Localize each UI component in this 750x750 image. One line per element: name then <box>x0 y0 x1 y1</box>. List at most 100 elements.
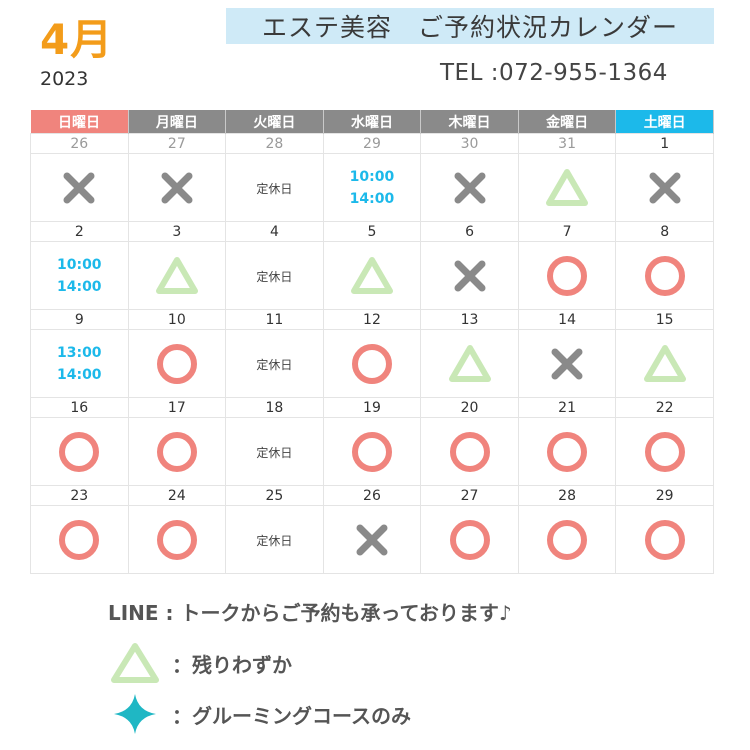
weekday-wednesday: 水曜日 <box>323 110 422 134</box>
date-status-cell <box>322 241 422 310</box>
triangle-icon <box>546 168 589 206</box>
date-status-cell <box>420 505 519 574</box>
circle-icon <box>644 431 685 472</box>
date-status-cell <box>322 505 422 574</box>
date-status-cell <box>420 329 519 398</box>
date-number: 25 <box>225 485 324 506</box>
hours-line: 14:00 <box>349 190 395 207</box>
date-number: 9 <box>30 309 129 330</box>
circle-icon <box>644 255 685 296</box>
triangle-icon <box>448 344 491 382</box>
date-number: 29 <box>615 485 714 506</box>
date-status-cell <box>517 241 617 310</box>
weekday-sunday: 日曜日 <box>30 110 129 134</box>
year-label: 2023 <box>40 68 89 90</box>
date-number: 14 <box>517 309 617 330</box>
calendar-table: 日曜日 月曜日 火曜日 水曜日 木曜日 金曜日 土曜日 26 27 28 29 30 31… <box>30 110 714 574</box>
hours-line: 10:00 <box>56 256 102 273</box>
cross-icon <box>454 260 486 291</box>
date-status-cell <box>615 153 714 222</box>
date-number: 19 <box>322 397 422 418</box>
circle-icon <box>547 431 588 472</box>
weekday-friday: 金曜日 <box>518 110 617 134</box>
circle-icon <box>449 431 490 472</box>
circle-icon <box>351 431 392 472</box>
date-number: 28 <box>517 485 617 506</box>
date-status-cell <box>30 417 129 486</box>
date-number: 13 <box>420 309 519 330</box>
triangle-icon <box>643 344 686 382</box>
circle-icon <box>156 519 197 560</box>
hours-line: 14:00 <box>56 278 102 295</box>
legend-label-few-left: ：残りわずか <box>172 652 292 677</box>
cross-icon <box>454 172 486 203</box>
date-number: 20 <box>420 397 519 418</box>
date-number: 27 <box>420 485 519 506</box>
legend-row-few-left: ：残りわずか <box>110 641 292 685</box>
date-number: 16 <box>30 397 129 418</box>
weekday-header-row: 日曜日 月曜日 火曜日 水曜日 木曜日 金曜日 土曜日 <box>30 110 714 134</box>
line-booking-note: LINE : トークからご予約も承っております♪ <box>108 601 512 625</box>
month-heading: 4月 <box>40 15 114 64</box>
weekday-thursday: 木曜日 <box>420 110 519 134</box>
date-status-cell <box>127 417 227 486</box>
date-status-cell: 10:00 14:00 <box>30 241 129 310</box>
closed-day-label: 定休日 <box>256 534 293 548</box>
date-number: 26 <box>30 133 129 154</box>
date-status-cell: 定休日 <box>225 241 324 310</box>
date-number: 31 <box>517 133 617 154</box>
cross-icon <box>356 524 388 555</box>
date-status-cell <box>30 505 129 574</box>
available-hours: 10:00 14:00 <box>31 254 128 298</box>
circle-icon <box>59 519 100 560</box>
date-number: 10 <box>127 309 227 330</box>
tel-number: TEL :072-955-1364 <box>440 60 668 86</box>
date-number: 22 <box>615 397 714 418</box>
weekday-monday: 月曜日 <box>128 110 227 134</box>
date-status-cell <box>127 329 227 398</box>
date-number: 23 <box>30 485 129 506</box>
date-status-cell <box>420 417 519 486</box>
status-row: 13:00 14:00 定休日 <box>30 329 714 398</box>
triangle-icon <box>110 641 160 685</box>
date-number: 24 <box>127 485 227 506</box>
date-number: 1 <box>615 133 714 154</box>
date-status-cell: 定休日 <box>225 417 324 486</box>
date-number: 7 <box>517 221 617 242</box>
triangle-icon <box>350 256 393 294</box>
hours-line: 13:00 <box>56 344 102 361</box>
date-status-cell <box>615 241 714 310</box>
triangle-icon <box>155 256 198 294</box>
circle-icon <box>156 343 197 384</box>
date-number: 18 <box>225 397 324 418</box>
date-number: 28 <box>225 133 324 154</box>
date-number: 27 <box>127 133 227 154</box>
date-status-cell: 定休日 <box>225 329 324 398</box>
cross-icon <box>63 172 95 203</box>
date-number: 8 <box>615 221 714 242</box>
status-row: 定休日 <box>30 505 714 574</box>
date-status-cell <box>615 505 714 574</box>
date-number-row: 26 27 28 29 30 31 1 <box>30 133 714 154</box>
date-number-row: 16 17 18 19 20 21 22 <box>30 397 714 418</box>
date-number: 15 <box>615 309 714 330</box>
date-number: 3 <box>127 221 227 242</box>
date-status-cell <box>322 329 422 398</box>
date-number: 30 <box>420 133 519 154</box>
date-number: 12 <box>322 309 422 330</box>
date-status-cell <box>517 153 617 222</box>
date-number: 4 <box>225 221 324 242</box>
calendar-body: 26 27 28 29 30 31 1 定休日 10:00 14:00 2 3 4 5 6 7 8 10:00 14… <box>30 133 714 574</box>
date-status-cell <box>420 241 519 310</box>
status-row: 10:00 14:00 定休日 <box>30 241 714 310</box>
circle-icon <box>59 431 100 472</box>
available-hours: 10:00 14:00 <box>324 166 421 210</box>
closed-day-label: 定休日 <box>256 182 293 196</box>
date-status-cell: 定休日 <box>225 153 324 222</box>
available-hours: 13:00 14:00 <box>31 342 128 386</box>
closed-day-label: 定休日 <box>256 358 293 372</box>
weekday-saturday: 土曜日 <box>615 110 714 134</box>
date-status-cell <box>127 241 227 310</box>
cross-icon <box>649 172 681 203</box>
closed-day-label: 定休日 <box>256 446 293 460</box>
